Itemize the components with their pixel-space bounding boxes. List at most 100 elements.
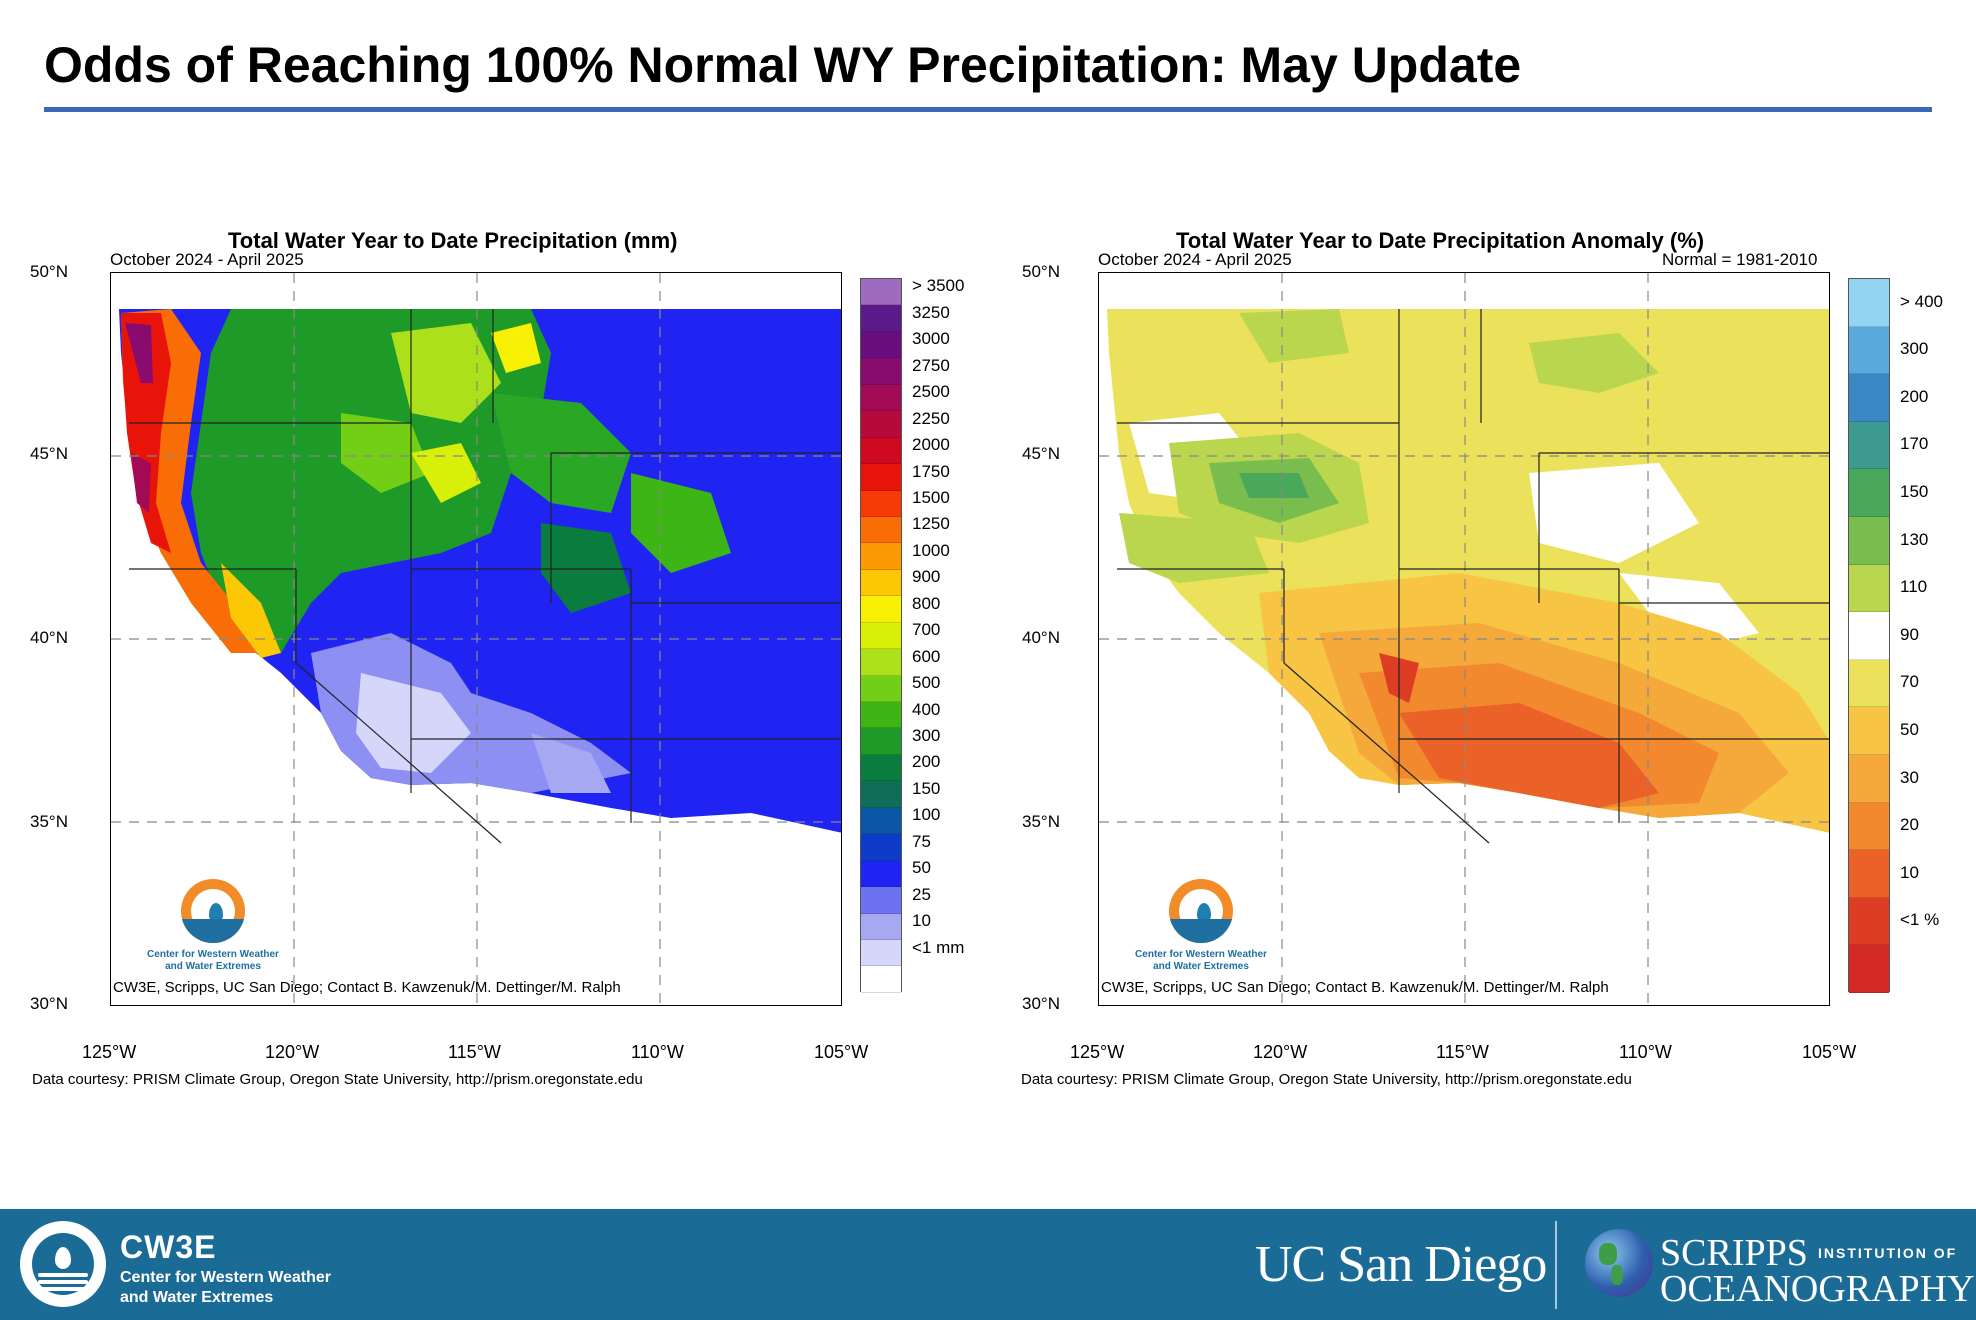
colorbar-swatch bbox=[1849, 612, 1889, 660]
colorbar-swatch bbox=[861, 781, 901, 808]
footer-line2: and Water Extremes bbox=[120, 1289, 274, 1306]
colorbar-label: > 3500 bbox=[912, 276, 965, 296]
colorbar-swatch bbox=[861, 437, 901, 465]
cw3e-logo: Center for Western Weather and Water Extr… bbox=[131, 879, 281, 979]
lat-label-45: 45°N bbox=[1022, 444, 1060, 463]
lat-label-35: 35°N bbox=[1022, 812, 1060, 831]
lat-label-30: 30°N bbox=[1022, 994, 1060, 1013]
colorbar-swatch bbox=[1849, 421, 1889, 470]
colorbar-swatch bbox=[861, 649, 901, 676]
colorbar-label: 300 bbox=[1900, 339, 1929, 359]
slide-title: Odds of Reaching 100% Normal WY Precipit… bbox=[44, 37, 1522, 93]
lon-label-120: 120°W bbox=[1253, 1042, 1308, 1062]
lat-label-35: 35°N bbox=[30, 812, 68, 831]
anomaly-colorbar bbox=[1848, 278, 1890, 993]
colorbar-swatch bbox=[861, 384, 901, 412]
colorbar-swatch bbox=[861, 834, 901, 861]
colorbar-swatch bbox=[861, 966, 901, 993]
colorbar-label: 800 bbox=[912, 593, 941, 613]
colorbar-label: 1000 bbox=[912, 540, 950, 560]
right-data-credit: Data courtesy: PRISM Climate Group, Oreg… bbox=[1021, 1071, 1632, 1088]
colorbar-swatch bbox=[1849, 374, 1889, 422]
lon-label-105: 105°W bbox=[814, 1042, 869, 1062]
colorbar-swatch bbox=[1849, 326, 1889, 375]
colorbar-swatch bbox=[861, 860, 901, 888]
colorbar-swatch bbox=[861, 622, 901, 650]
colorbar-label: 1750 bbox=[912, 461, 950, 481]
scripps-wordmark-bottom: OCEANOGRAPHY bbox=[1660, 1268, 1975, 1310]
lat-label-50: 50°N bbox=[30, 262, 68, 281]
colorbar-label: 1500 bbox=[912, 488, 950, 507]
cw3e-logo-right: Center for Western Weather and Water Extr… bbox=[1119, 879, 1269, 979]
colorbar-label: 170 bbox=[1900, 434, 1929, 454]
footer-bar: CW3E Center for Western Weather and Wate… bbox=[0, 1209, 1976, 1320]
colorbar-label: 75 bbox=[912, 831, 931, 851]
colorbar-label: 50 bbox=[1900, 720, 1919, 739]
colorbar-swatch bbox=[861, 675, 901, 702]
colorbar-swatch bbox=[1849, 564, 1889, 613]
scripps-wordmark-top: SCRIPPS bbox=[1660, 1232, 1808, 1274]
colorbar-label: 200 bbox=[1900, 386, 1929, 406]
lon-label-110: 110°W bbox=[631, 1042, 684, 1062]
right-map-subtitle: October 2024 - April 2025 bbox=[1098, 250, 1292, 269]
right-in-map-credit: CW3E, Scripps, UC San Diego; Contact B. … bbox=[1101, 979, 1609, 996]
colorbar-label: 700 bbox=[912, 620, 941, 640]
colorbar-swatch bbox=[861, 754, 901, 782]
lat-label-45: 45°N bbox=[30, 444, 68, 463]
colorbar-swatch bbox=[861, 279, 901, 306]
colorbar-label: 10 bbox=[1900, 862, 1919, 882]
title-underline bbox=[44, 107, 1932, 112]
left-in-map-credit: CW3E, Scripps, UC San Diego; Contact B. … bbox=[113, 979, 621, 996]
colorbar-swatch bbox=[1849, 469, 1889, 517]
left-map-subtitle: October 2024 - April 2025 bbox=[110, 250, 304, 269]
colorbar-label: 20 bbox=[1900, 815, 1919, 835]
colorbar-label: 90 bbox=[1900, 624, 1919, 644]
colorbar-label: 3000 bbox=[912, 329, 950, 349]
colorbar-label: 200 bbox=[912, 752, 941, 772]
footer-divider bbox=[1555, 1221, 1557, 1309]
lon-label-125: 125°W bbox=[82, 1042, 137, 1062]
precipitation-map-panel: Total Water Year to Date Precipitation (… bbox=[0, 222, 964, 1102]
colorbar-label: > 400 bbox=[1900, 291, 1944, 311]
colorbar-swatch bbox=[861, 596, 901, 623]
colorbar-swatch bbox=[861, 490, 901, 517]
left-map-title: Total Water Year to Date Precipitation (… bbox=[228, 228, 678, 253]
colorbar-swatch bbox=[861, 939, 901, 967]
cw3e-logo-text: Center for Western Weather and Water Extr… bbox=[147, 949, 279, 972]
colorbar-swatch bbox=[861, 728, 901, 755]
colorbar-swatch bbox=[1849, 897, 1889, 946]
cw3e-logo-text: Center for Western Weather and Water Extr… bbox=[1135, 949, 1267, 972]
globe-icon bbox=[1585, 1229, 1653, 1297]
colorbar-label: 300 bbox=[912, 726, 941, 745]
lon-label-125: 125°W bbox=[1070, 1042, 1125, 1062]
ucsd-wordmark: UC San Diego bbox=[1255, 1236, 1547, 1293]
lon-label-115: 115°W bbox=[1436, 1042, 1489, 1062]
colorbar-label: 600 bbox=[912, 646, 941, 666]
colorbar-label: 400 bbox=[912, 699, 941, 719]
cw3e-logo-ring bbox=[181, 879, 245, 943]
colorbar-label: 110 bbox=[1900, 577, 1928, 597]
colorbar-label: 150 bbox=[1900, 482, 1929, 501]
lon-label-105: 105°W bbox=[1802, 1042, 1857, 1062]
colorbar-swatch bbox=[1849, 279, 1889, 327]
colorbar-label: 150 bbox=[912, 778, 941, 798]
anomaly-map-panel: Total Water Year to Date Precipitation A… bbox=[990, 222, 1943, 1102]
colorbar-swatch bbox=[861, 464, 901, 491]
colorbar-swatch bbox=[861, 887, 901, 914]
footer-acronym: CW3E bbox=[120, 1229, 217, 1265]
cw3e-footer-logo bbox=[20, 1221, 106, 1307]
precipitation-colorbar bbox=[860, 278, 902, 993]
colorbar-swatch bbox=[1849, 802, 1889, 851]
lon-label-110: 110°W bbox=[1619, 1042, 1672, 1062]
colorbar-label: 100 bbox=[912, 805, 941, 825]
lat-label-50: 50°N bbox=[1022, 262, 1060, 281]
colorbar-swatch bbox=[1849, 945, 1889, 993]
colorbar-swatch bbox=[861, 358, 901, 385]
colorbar-swatch bbox=[861, 913, 901, 940]
colorbar-swatch bbox=[861, 305, 901, 332]
colorbar-label: 900 bbox=[912, 567, 941, 587]
colorbar-swatch bbox=[1849, 850, 1889, 898]
anomaly-map: CW3E, Scripps, UC San Diego; Contact B. … bbox=[1098, 272, 1830, 1006]
anomaly-map-svg bbox=[1099, 273, 1829, 1005]
colorbar-swatch bbox=[1849, 754, 1889, 803]
